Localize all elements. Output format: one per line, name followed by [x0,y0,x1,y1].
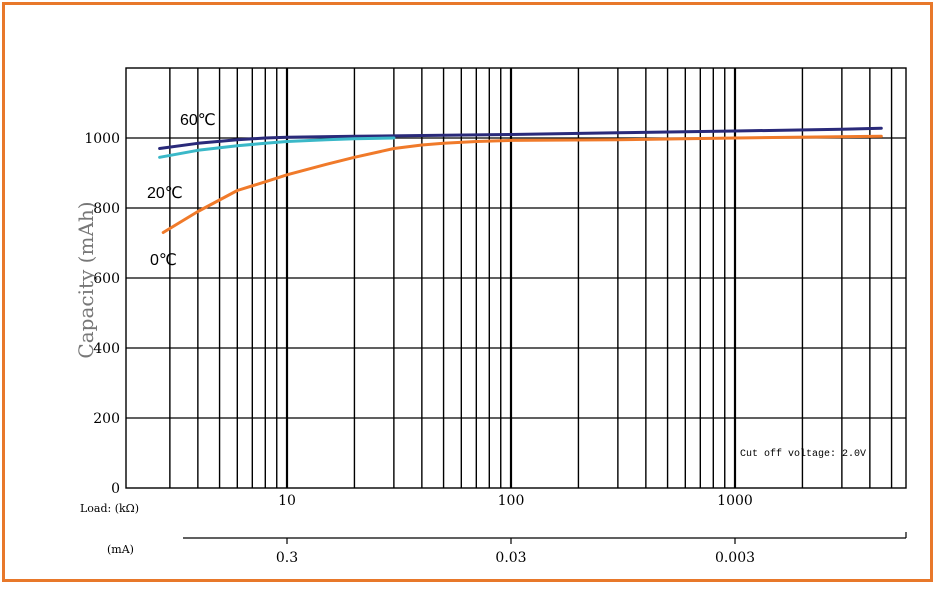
plot-border [125,67,907,489]
y-tick-label: 800 [93,201,120,217]
series-line [158,126,883,150]
y-tick-label: 1000 [84,131,120,147]
y-axis-label: Capacity (mAh) [74,201,98,358]
x-secondary-tick-label: 0.3 [276,550,298,566]
labels: Capacity (mAh) Load: (kΩ) (mA) Cut off v… [74,112,866,556]
x-secondary-tick-label: 0.003 [715,550,755,566]
y-tick-label: 400 [93,341,120,357]
x-primary-tick-label: 1000 [717,493,753,509]
y-tick-label: 0 [111,481,120,497]
series-label-0c: 0℃ [150,252,177,269]
series [158,126,883,234]
x-secondary-tick-label: 0.03 [495,550,526,566]
cutoff-voltage-annotation: Cut off voltage: 2.0V [740,448,866,460]
series-line [161,134,883,234]
y-tick-label: 600 [93,271,120,287]
x-axis-secondary-label: (mA) [107,543,134,556]
x-primary-tick-label: 100 [498,493,525,509]
x-axis-primary-label: Load: (kΩ) [80,502,139,515]
y-tick-label: 200 [93,411,120,427]
chart-frame [2,2,933,582]
series-line [158,136,396,159]
series-label-20c: 20℃ [147,185,183,202]
series-label-60c: 60℃ [180,112,216,129]
axes: 0 200 400 600 800 1000 10 100 1000 0.3 0.03 0.003 [84,67,907,566]
x-primary-tick-label: 10 [278,493,296,509]
